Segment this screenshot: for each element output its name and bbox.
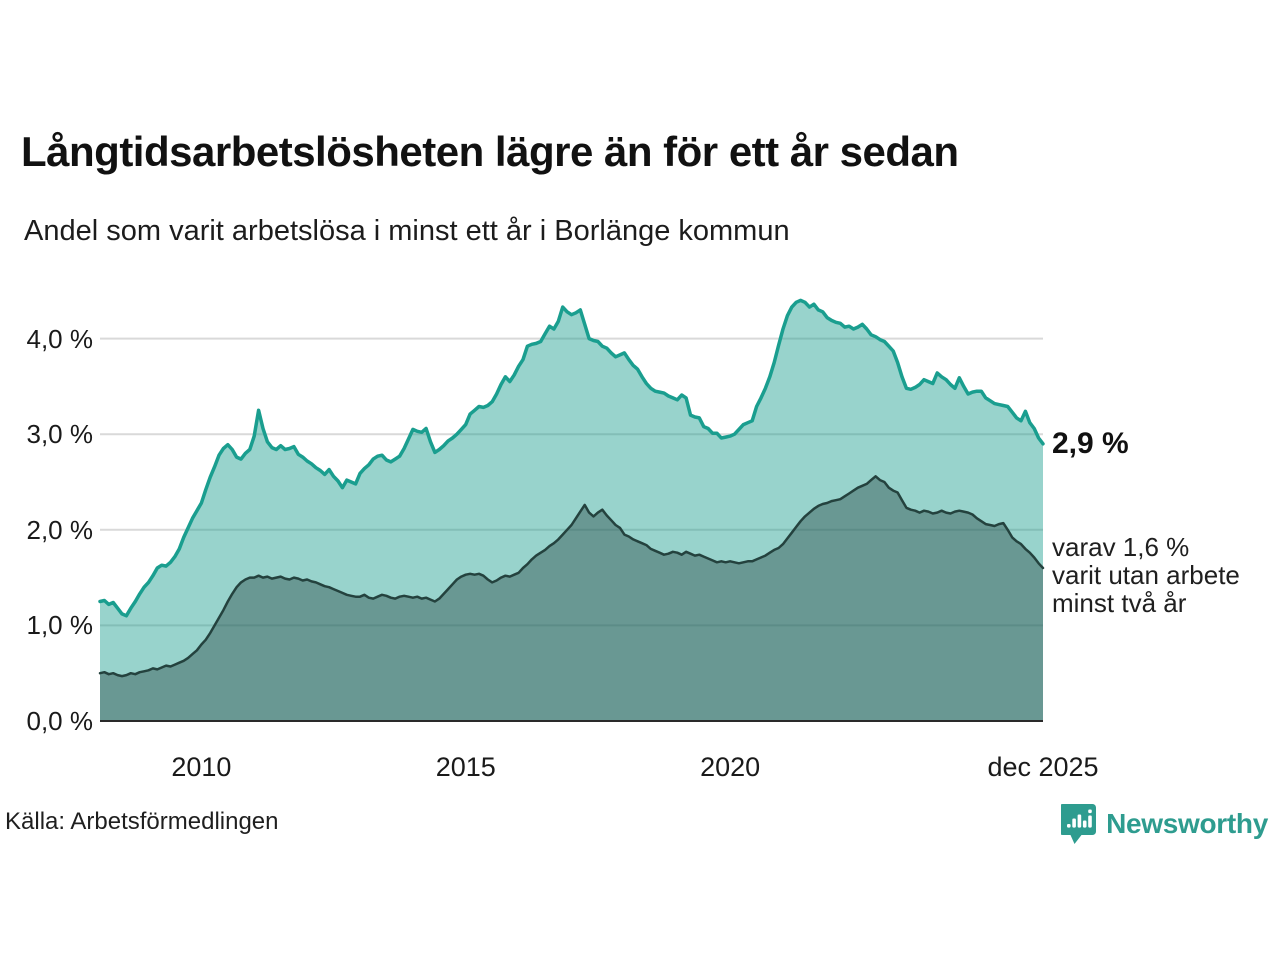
newsworthy-logo: Newsworthy bbox=[1061, 803, 1268, 845]
y-tick-label: 4,0 % bbox=[26, 323, 94, 354]
newsworthy-logo-text: Newsworthy bbox=[1106, 808, 1268, 839]
y-tick-label: 2,0 % bbox=[26, 514, 94, 545]
series-sub-end-value-label: varav 1,6 % varit utan arbete minst två … bbox=[1052, 532, 1240, 619]
speech-bubble-bar-chart-icon bbox=[1061, 803, 1097, 845]
y-tick-label: 3,0 % bbox=[26, 419, 94, 450]
series-area-0 bbox=[100, 300, 1043, 721]
x-tick-label: dec 2025 bbox=[987, 752, 1099, 782]
x-tick-label: 2020 bbox=[700, 752, 761, 782]
series-area-1 bbox=[100, 476, 1043, 721]
source-attribution: Källa: Arbetsförmedlingen bbox=[5, 808, 279, 835]
series-line-0 bbox=[98, 298, 1045, 618]
chart-subtitle: Andel som varit arbetslösa i minst ett å… bbox=[24, 215, 790, 247]
series-line-1 bbox=[98, 475, 1045, 678]
series-total-end-value-label: 2,9 % bbox=[1052, 426, 1129, 460]
x-tick-label: 2010 bbox=[171, 752, 232, 782]
y-tick-label: 0,0 % bbox=[26, 706, 94, 736]
x-tick-label: 2015 bbox=[435, 752, 496, 782]
chart-title: Långtidsarbetslösheten lägre än för ett … bbox=[21, 128, 959, 175]
y-tick-label: 1,0 % bbox=[26, 610, 94, 641]
